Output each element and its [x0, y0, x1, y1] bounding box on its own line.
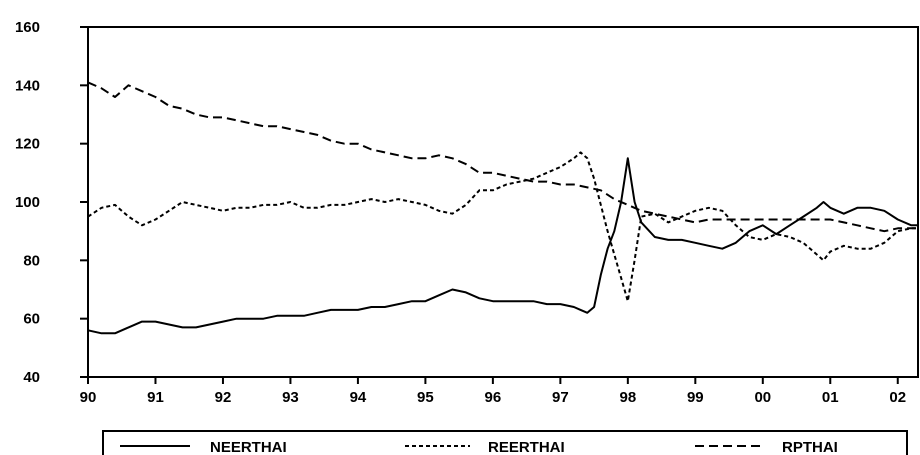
x-tick-label: 90 — [80, 389, 97, 406]
y-axis: 40 60 80 100 120 140 160 — [15, 19, 88, 386]
x-tick-label: 92 — [215, 389, 232, 406]
x-tick-label: 98 — [619, 389, 636, 406]
x-tick-label: 02 — [889, 389, 906, 406]
y-tick-label: 80 — [23, 252, 40, 269]
legend-label-rpthai: RPTHAI — [782, 439, 838, 455]
x-tick-label: 95 — [417, 389, 434, 406]
x-tick-label: 97 — [552, 389, 569, 406]
x-tick-label: 99 — [687, 389, 704, 406]
legend-label-neerthai: NEERTHAI — [210, 439, 287, 455]
y-tick-label: 100 — [15, 194, 40, 211]
x-tick-label: 93 — [282, 389, 299, 406]
x-axis: 90 91 92 93 94 95 96 97 98 99 00 01 02 — [80, 377, 906, 406]
series-line-rpthai — [87, 81, 918, 233]
x-tick-label: 91 — [147, 389, 164, 406]
x-tick-label: 00 — [754, 389, 771, 406]
legend-box — [102, 430, 908, 455]
y-tick-label: 140 — [15, 77, 40, 94]
series-layer — [87, 81, 918, 335]
y-tick-label: 40 — [23, 369, 40, 386]
series-line-reerthai — [87, 151, 918, 303]
x-tick-label: 01 — [822, 389, 839, 406]
x-tick-label: 94 — [350, 389, 367, 406]
y-tick-label: 120 — [15, 136, 40, 153]
legend: NEERTHAI REERTHAI RPTHAI — [102, 430, 908, 455]
x-tick-label: 96 — [485, 389, 502, 406]
legend-label-reerthai: REERTHAI — [488, 439, 565, 455]
series-line-neerthai — [87, 157, 918, 335]
y-tick-label: 160 — [15, 19, 40, 36]
y-tick-label: 60 — [23, 311, 40, 328]
